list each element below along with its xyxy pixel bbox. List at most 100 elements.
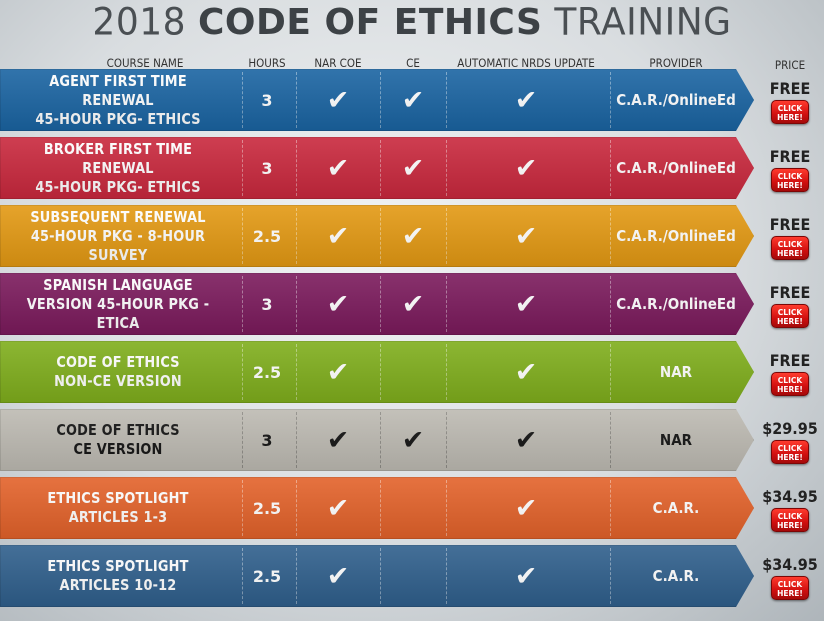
column-divider xyxy=(242,412,243,468)
course-row[interactable]: CODE OF ETHICS NON-CE VERSION 2.5 ✔ ✔ NAR xyxy=(0,341,754,403)
column-divider xyxy=(380,548,381,604)
click-here-button[interactable]: CLICK HERE! xyxy=(771,100,809,124)
course-hours: 2.5 xyxy=(252,226,282,246)
click-here-button-line2: HERE! xyxy=(777,317,803,326)
page-title: 2018 CODE OF ETHICS TRAINING xyxy=(0,1,824,44)
price-cell: $34.95 CLICK HERE! xyxy=(757,487,823,532)
price-value: $29.95 xyxy=(762,419,818,438)
click-here-button-line1: CLICK xyxy=(777,444,803,453)
course-name-line1: ETHICS SPOTLIGHT xyxy=(47,557,189,575)
click-here-button[interactable]: CLICK HERE! xyxy=(771,372,809,396)
ce-check-icon: ✔ xyxy=(401,288,425,320)
header-course-name: COURSE NAME xyxy=(106,56,184,70)
column-divider xyxy=(296,548,297,604)
course-name: CODE OF ETHICS NON-CE VERSION xyxy=(17,341,220,403)
header-ce: CE xyxy=(406,56,420,70)
header-price: PRICE xyxy=(774,58,806,72)
course-provider: C.A.R. xyxy=(652,567,700,585)
course-row[interactable]: BROKER FIRST TIME RENEWAL 45-HOUR PKG- ET… xyxy=(0,137,754,199)
price-cell: $34.95 CLICK HERE! xyxy=(757,555,823,600)
price-cell: FREE CLICK HERE! xyxy=(757,283,823,328)
column-divider xyxy=(242,140,243,196)
course-name-line2: 45-HOUR PKG - 8-HOUR SURVEY xyxy=(30,226,206,264)
column-divider xyxy=(380,140,381,196)
click-here-button-line1: CLICK xyxy=(777,376,803,385)
nar-coe-check-icon: ✔ xyxy=(326,152,350,184)
course-row[interactable]: ETHICS SPOTLIGHT ARTICLES 1-3 2.5 ✔ ✔ C.A.R. xyxy=(0,477,754,539)
price-value: FREE xyxy=(769,351,811,370)
column-divider xyxy=(296,208,297,264)
column-divider xyxy=(610,412,611,468)
click-here-button[interactable]: CLICK HERE! xyxy=(771,304,809,328)
course-row[interactable]: ETHICS SPOTLIGHT ARTICLES 10-12 2.5 ✔ ✔ C.A.R… xyxy=(0,545,754,607)
course-hours: 2.5 xyxy=(252,362,282,382)
course-name-line1: CODE OF ETHICS xyxy=(56,353,180,371)
column-divider xyxy=(242,72,243,128)
click-here-button[interactable]: CLICK HERE! xyxy=(771,168,809,192)
column-divider xyxy=(242,548,243,604)
click-here-button-line2: HERE! xyxy=(777,113,803,122)
course-row[interactable]: CODE OF ETHICS CE VERSION 3 ✔ ✔ ✔ NAR xyxy=(0,409,754,471)
click-here-button-line2: HERE! xyxy=(777,453,803,462)
column-divider xyxy=(610,208,611,264)
price-value: $34.95 xyxy=(762,555,818,574)
click-here-button[interactable]: CLICK HERE! xyxy=(771,236,809,260)
course-row[interactable]: SPANISH LANGUAGE VERSION 45-HOUR PKG - ET… xyxy=(0,273,754,335)
column-divider xyxy=(380,208,381,264)
click-here-button-line1: CLICK xyxy=(777,172,803,181)
title-main: CODE OF ETHICS xyxy=(198,2,543,43)
column-divider xyxy=(296,344,297,400)
nrds-check-icon: ✔ xyxy=(514,356,538,388)
course-provider: C.A.R./OnlineEd xyxy=(616,227,736,245)
column-divider xyxy=(296,276,297,332)
nrds-check-icon: ✔ xyxy=(514,152,538,184)
header-nrds: AUTOMATIC NRDS UPDATE xyxy=(457,56,595,70)
click-here-button-line1: CLICK xyxy=(777,308,803,317)
column-divider xyxy=(380,412,381,468)
nrds-check-icon: ✔ xyxy=(514,84,538,116)
nar-coe-check-icon: ✔ xyxy=(326,424,350,456)
course-hours: 3 xyxy=(261,430,273,450)
header-provider: PROVIDER xyxy=(649,56,703,70)
column-divider xyxy=(610,344,611,400)
course-name-line1: ETHICS SPOTLIGHT xyxy=(47,489,189,507)
ce-check-icon: ✔ xyxy=(401,84,425,116)
course-name: SPANISH LANGUAGE VERSION 45-HOUR PKG - ET… xyxy=(17,273,220,335)
column-divider xyxy=(446,344,447,400)
click-here-button[interactable]: CLICK HERE! xyxy=(771,576,809,600)
price-cell: FREE CLICK HERE! xyxy=(757,147,823,192)
course-name-line2: ARTICLES 1-3 xyxy=(68,508,168,526)
column-divider xyxy=(446,208,447,264)
course-provider: NAR xyxy=(659,431,693,449)
course-row[interactable]: AGENT FIRST TIME RENEWAL 45-HOUR PKG- ETH… xyxy=(0,69,754,131)
course-row[interactable]: SUBSEQUENT RENEWAL 45-HOUR PKG - 8-HOUR S… xyxy=(0,205,754,267)
nar-coe-check-icon: ✔ xyxy=(326,220,350,252)
nrds-check-icon: ✔ xyxy=(514,492,538,524)
nar-coe-check-icon: ✔ xyxy=(326,356,350,388)
price-cell: FREE CLICK HERE! xyxy=(757,79,823,124)
click-here-button-line2: HERE! xyxy=(777,589,803,598)
nrds-check-icon: ✔ xyxy=(514,424,538,456)
course-provider: C.A.R./OnlineEd xyxy=(616,91,736,109)
course-hours: 3 xyxy=(261,294,273,314)
column-divider xyxy=(242,480,243,536)
click-here-button[interactable]: CLICK HERE! xyxy=(771,508,809,532)
course-hours: 2.5 xyxy=(252,566,282,586)
click-here-button-line1: CLICK xyxy=(777,104,803,113)
column-divider xyxy=(610,480,611,536)
column-divider xyxy=(380,276,381,332)
click-here-button-line1: CLICK xyxy=(777,240,803,249)
price-value: $34.95 xyxy=(762,487,818,506)
course-provider: C.A.R./OnlineEd xyxy=(616,295,736,313)
nrds-check-icon: ✔ xyxy=(514,288,538,320)
course-name-line1: AGENT FIRST TIME RENEWAL xyxy=(49,71,187,109)
course-name-line2: 45-HOUR PKG- ETHICS xyxy=(35,109,201,128)
course-hours: 2.5 xyxy=(252,498,282,518)
price-cell: FREE CLICK HERE! xyxy=(757,215,823,260)
click-here-button[interactable]: CLICK HERE! xyxy=(771,440,809,464)
column-divider xyxy=(380,344,381,400)
column-divider xyxy=(242,208,243,264)
click-here-button-line2: HERE! xyxy=(777,181,803,190)
column-divider xyxy=(610,72,611,128)
ce-check-icon: ✔ xyxy=(401,424,425,456)
